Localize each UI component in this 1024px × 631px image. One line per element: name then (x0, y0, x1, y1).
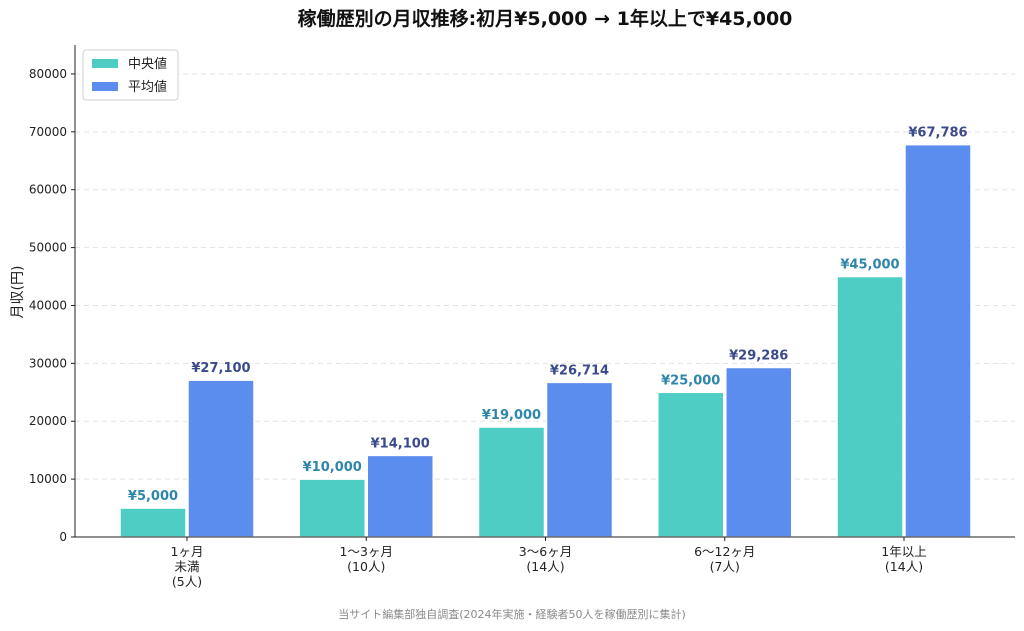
data-label-median: ¥19,000 (482, 408, 541, 423)
y-tick-label: 40000 (29, 298, 67, 312)
x-tick-label: 1ヶ月 (171, 544, 204, 559)
y-tick-label: 30000 (29, 356, 67, 370)
source-note: 当サイト編集部独自調査(2024年実施・経験者50人を稼働歴別に集計) (338, 607, 686, 621)
data-label-mean: ¥29,286 (729, 348, 788, 363)
bar-median (119, 507, 187, 538)
x-tick-label: (10人) (347, 559, 385, 574)
y-axis-label: 月収(円) (10, 266, 26, 319)
legend-swatch-median (92, 59, 118, 68)
chart-title: 稼働歴別の月収推移:初月¥5,000 → 1年以上で¥45,000 (298, 7, 793, 30)
bar-mean (366, 454, 434, 538)
y-tick-label: 50000 (29, 241, 67, 255)
data-label-median: ¥45,000 (840, 258, 899, 273)
y-tick-label: 60000 (29, 183, 67, 197)
x-tick-label: (7人) (710, 559, 740, 574)
bar-median (657, 391, 725, 538)
y-axis-ticks: 0 10000 20000 30000 40000 50000 60000 70000 8000… (29, 67, 75, 544)
x-tick-label: 1年以上 (881, 544, 926, 559)
data-labels: ¥5,000 ¥27,100 ¥10,000 ¥14,100 ¥19,000 ¥26,71… (128, 126, 968, 504)
bar-mean (187, 379, 255, 538)
data-label-mean: ¥67,786 (908, 126, 967, 141)
data-label-mean: ¥26,714 (550, 363, 609, 378)
y-tick-label: 10000 (29, 472, 67, 486)
data-label-mean: ¥27,100 (191, 361, 250, 376)
legend-label-mean: 平均値 (128, 79, 167, 95)
x-tick-label: 1〜3ヶ月 (340, 544, 393, 559)
legend-label-median: 中央値 (128, 56, 167, 72)
x-tick-label: 3〜6ヶ月 (519, 544, 572, 559)
data-label-mean: ¥14,100 (371, 436, 430, 451)
y-tick-label: 80000 (29, 67, 67, 81)
x-tick-label: 6〜12ヶ月 (694, 544, 755, 559)
bar-median (477, 426, 546, 538)
legend: 中央値 平均値 (82, 49, 179, 101)
data-label-median: ¥5,000 (128, 489, 178, 504)
x-tick-label: 未満 (174, 559, 199, 574)
data-label-median: ¥10,000 (303, 460, 362, 475)
x-tick-label: (14人) (526, 559, 564, 574)
bars (119, 143, 972, 538)
y-tick-label: 70000 (29, 125, 67, 139)
bar-median (298, 478, 366, 538)
legend-swatch-mean (92, 82, 118, 91)
x-tick-label: (14人) (885, 559, 923, 574)
data-label-median: ¥25,000 (661, 373, 720, 388)
bar-mean (904, 143, 972, 538)
y-tick-label: 0 (59, 530, 67, 544)
y-tick-label: 20000 (29, 414, 67, 428)
x-axis-ticks: 1ヶ月未満(5人)1〜3ヶ月(10人)3〜6ヶ月(14人)6〜12ヶ月(7人)1… (171, 537, 927, 589)
bar-median (836, 275, 904, 538)
x-tick-label: (5人) (172, 574, 202, 589)
bar-mean (545, 381, 614, 538)
bar-mean (725, 366, 793, 538)
